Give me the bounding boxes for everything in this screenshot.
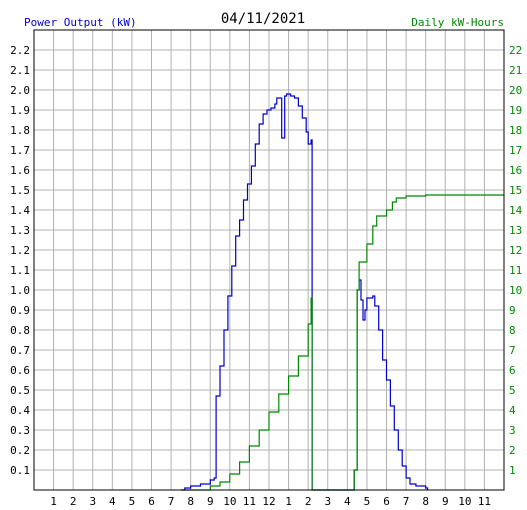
left-tick-label: 1.9: [10, 104, 30, 117]
plot-frame: [33, 29, 505, 491]
right-tick-label: 1: [509, 464, 516, 477]
right-tick-label: 3: [509, 424, 516, 437]
right-tick-label: 18: [509, 124, 522, 137]
left-tick-label: 0.2: [10, 444, 30, 457]
x-tick-label: 4: [109, 495, 116, 508]
x-tick-label: 6: [148, 495, 155, 508]
x-tick-label: 8: [187, 495, 194, 508]
x-tick-label: 5: [129, 495, 136, 508]
grid-lines: [34, 30, 504, 490]
left-tick-label: 2.1: [10, 64, 30, 77]
left-tick-label: 2.2: [10, 44, 30, 57]
x-tick-label: 2: [305, 495, 312, 508]
x-tick-label: 8: [422, 495, 429, 508]
left-axis-title: Power Output (kW): [24, 16, 137, 29]
series-lines: [180, 93, 504, 491]
x-tick-label: 6: [383, 495, 390, 508]
x-tick-label: 2: [70, 495, 77, 508]
x-tick-label: 1: [285, 495, 292, 508]
right-tick-label: 7: [509, 344, 516, 357]
x-tick-label: 10: [223, 495, 236, 508]
right-tick-label: 5: [509, 384, 516, 397]
x-tick-label: 10: [458, 495, 471, 508]
right-tick-label: 6: [509, 364, 516, 377]
x-tick-label: 11: [478, 495, 491, 508]
right-tick-label: 9: [509, 304, 516, 317]
left-tick-label: 0.3: [10, 424, 30, 437]
left-tick-label: 0.5: [10, 384, 30, 397]
left-tick-label: 1.2: [10, 244, 30, 257]
right-tick-label: 20: [509, 84, 522, 97]
right-tick-label: 10: [509, 284, 522, 297]
x-tick-label: 7: [403, 495, 410, 508]
left-tick-label: 2.0: [10, 84, 30, 97]
left-tick-label: 1.8: [10, 124, 30, 137]
chart-date: 04/11/2021: [221, 11, 305, 27]
right-tick-label: 4: [509, 404, 516, 417]
right-tick-label: 22: [509, 44, 522, 57]
right-tick-label: 2: [509, 444, 516, 457]
power-series-line: [180, 93, 429, 491]
x-tick-label: 4: [344, 495, 351, 508]
right-tick-label: 21: [509, 64, 522, 77]
left-tick-label: 0.9: [10, 304, 30, 317]
left-tick-label: 1.4: [10, 204, 30, 217]
x-tick-label: 12: [262, 495, 275, 508]
left-tick-label: 1.5: [10, 184, 30, 197]
right-tick-label: 14: [509, 204, 523, 217]
right-tick-label: 13: [509, 224, 522, 237]
x-tick-label: 11: [243, 495, 256, 508]
x-tick-label: 1: [50, 495, 57, 508]
tick-labels: 1 2 3 4 5 6 7 8 9 10 11 12 1 2 3 4 5 6 7 8 9 10 110.10.20.30.4…: [10, 44, 522, 508]
left-tick-label: 1.6: [10, 164, 30, 177]
left-tick-label: 0.7: [10, 344, 30, 357]
right-tick-label: 17: [509, 144, 522, 157]
x-tick-label: 3: [89, 495, 96, 508]
left-tick-label: 0.6: [10, 364, 30, 377]
left-tick-label: 0.8: [10, 324, 30, 337]
x-tick-label: 3: [324, 495, 331, 508]
left-tick-label: 1.7: [10, 144, 30, 157]
x-tick-label: 5: [364, 495, 371, 508]
left-tick-label: 1.3: [10, 224, 30, 237]
right-tick-label: 8: [509, 324, 516, 337]
left-tick-label: 0.1: [10, 464, 30, 477]
x-tick-label: 7: [168, 495, 175, 508]
right-tick-label: 16: [509, 164, 522, 177]
right-tick-label: 15: [509, 184, 522, 197]
right-tick-label: 12: [509, 244, 522, 257]
x-tick-label: 9: [207, 495, 214, 508]
energy-series-line: [180, 194, 504, 491]
left-tick-label: 0.4: [10, 404, 30, 417]
right-tick-label: 11: [509, 264, 522, 277]
right-axis-title: Daily kW-Hours: [411, 16, 504, 29]
x-tick-label: 9: [442, 495, 449, 508]
right-tick-label: 19: [509, 104, 522, 117]
left-tick-label: 1.1: [10, 264, 30, 277]
left-tick-label: 1.0: [10, 284, 30, 297]
